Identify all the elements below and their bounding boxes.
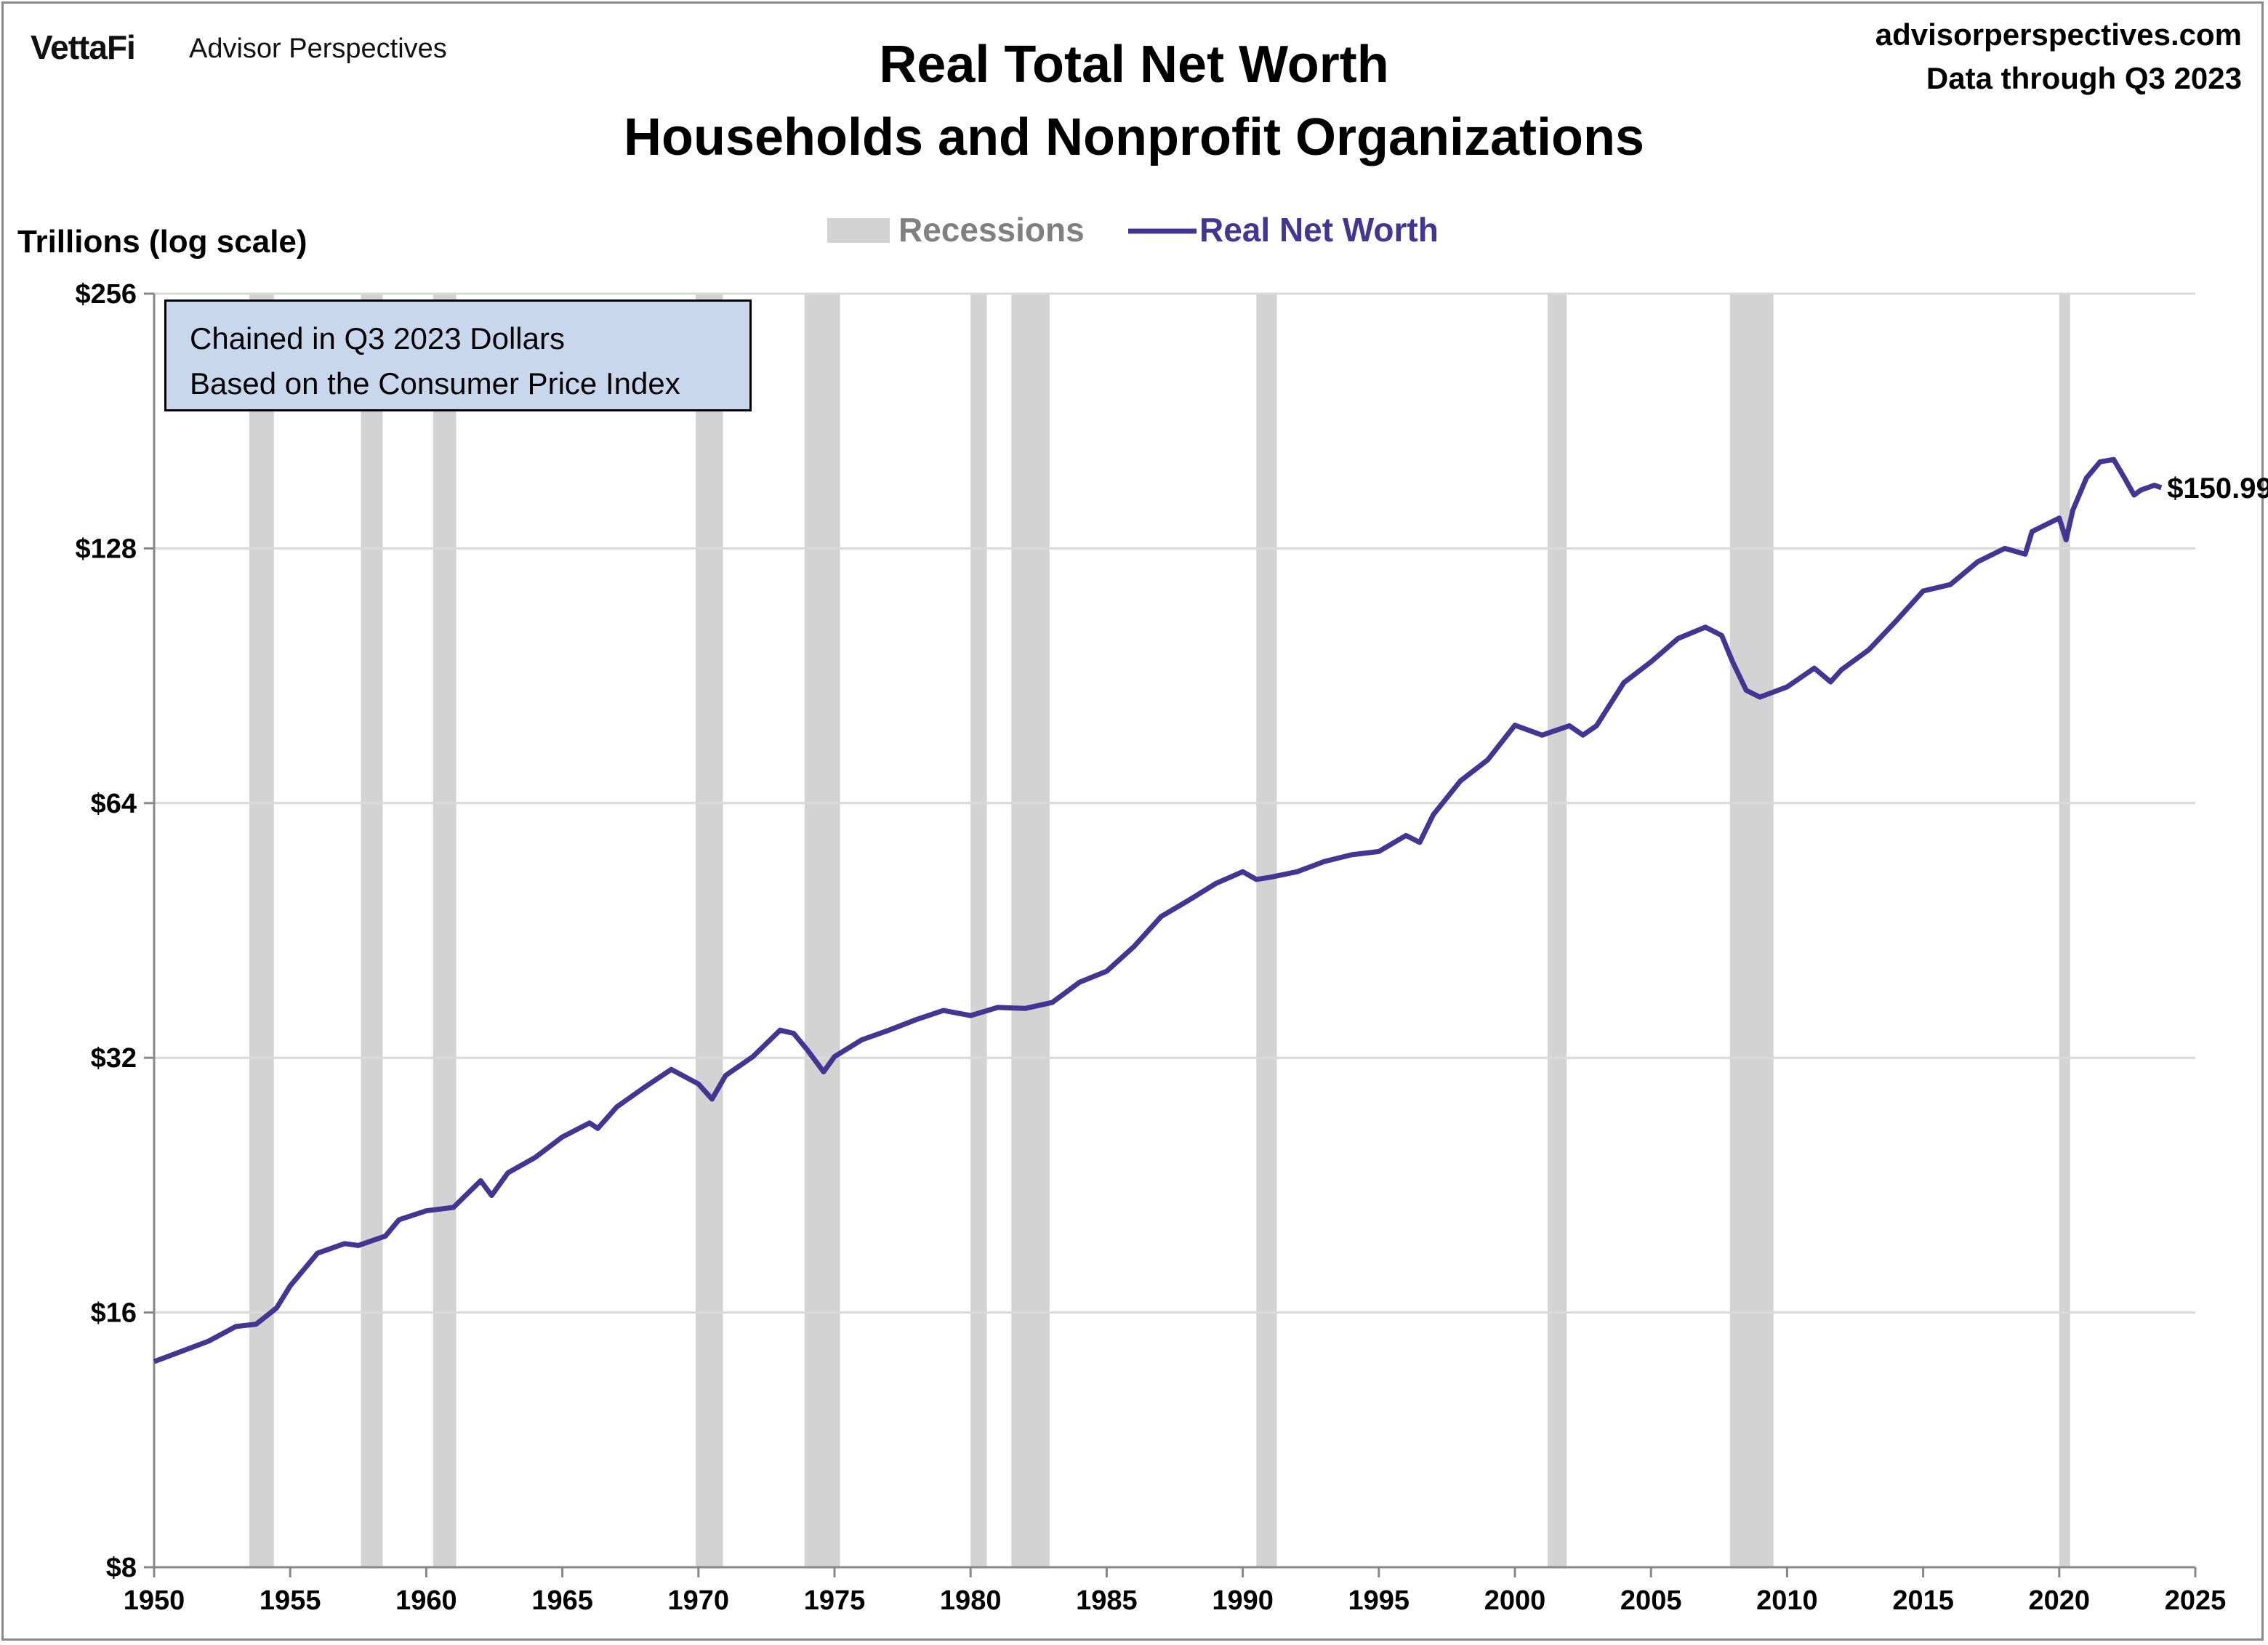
x-tick-label: 1975 [804,1585,866,1616]
note-line-2: Based on the Consumer Price Index [190,366,680,401]
y-tick-label: $128 [75,534,137,564]
x-tick-label: 1980 [940,1585,1002,1616]
x-tick-label: 2015 [1892,1585,1954,1616]
recession-bands [249,294,2070,1567]
vettafi-logo: VettaFi [31,28,136,66]
x-tick-label: 2000 [1484,1585,1546,1616]
x-tick-label: 2025 [2165,1585,2227,1616]
last-value-label: $150.99 [2167,472,2268,504]
x-tick-label: 1960 [395,1585,457,1616]
x-tick-label: 1950 [124,1585,185,1616]
chart-title: Real Total Net Worth [879,36,1389,94]
axes [153,294,2195,1569]
data-through: Data through Q3 2023 [1926,61,2242,95]
recession-band [433,294,457,1567]
y-tick-labels: $8 $16 $32 $64 $128 $256 [75,279,154,1583]
note-box: Chained in Q3 2023 Dollars Based on the … [164,299,752,411]
gridlines [154,292,2195,1314]
logo-subtitle: Advisor Perspectives [189,33,447,64]
recession-band [361,294,383,1567]
recession-band [1729,294,1774,1567]
y-tick-label: $256 [75,279,137,310]
recession-band [804,294,840,1567]
legend-label-real-net-worth: Real Net Worth [1199,211,1439,249]
recession-band [1011,294,1050,1567]
x-tick-labels: 1950 1955 1960 1965 1970 1975 1980 1985 1990 1995… [124,1567,2227,1616]
y-tick-label: $8 [106,1553,137,1583]
x-tick-label: 1995 [1348,1585,1410,1616]
x-tick-label: 1985 [1076,1585,1138,1616]
x-tick-label: 2010 [1756,1585,1818,1616]
x-tick-label: 1970 [668,1585,730,1616]
recession-band [2059,294,2070,1567]
y-tick-label: $16 [91,1298,137,1329]
recession-band [1256,294,1277,1567]
legend-swatch-recessions [827,218,890,243]
x-tick-label: 1990 [1212,1585,1274,1616]
y-tick-label: $64 [91,789,137,819]
recession-band [249,294,274,1567]
recession-band [696,294,723,1567]
legend: Recessions Real Net Worth [827,211,1439,249]
site-url: advisorperspectives.com [1875,17,2242,52]
recession-band [1547,294,1567,1567]
y-axis-label: Trillions (log scale) [17,224,307,260]
series-line-real-net-worth [153,457,2163,1364]
chart-subtitle: Households and Nonprofit Organizations [624,108,1644,166]
y-tick-label: $32 [91,1043,137,1074]
x-tick-label: 2020 [2029,1585,2091,1616]
x-tick-label: 1955 [260,1585,321,1616]
note-line-1: Chained in Q3 2023 Dollars [190,321,565,355]
x-tick-label: 1965 [531,1585,593,1616]
legend-label-recessions: Recessions [898,211,1085,249]
x-tick-label: 2005 [1620,1585,1682,1616]
recession-band [970,294,987,1567]
